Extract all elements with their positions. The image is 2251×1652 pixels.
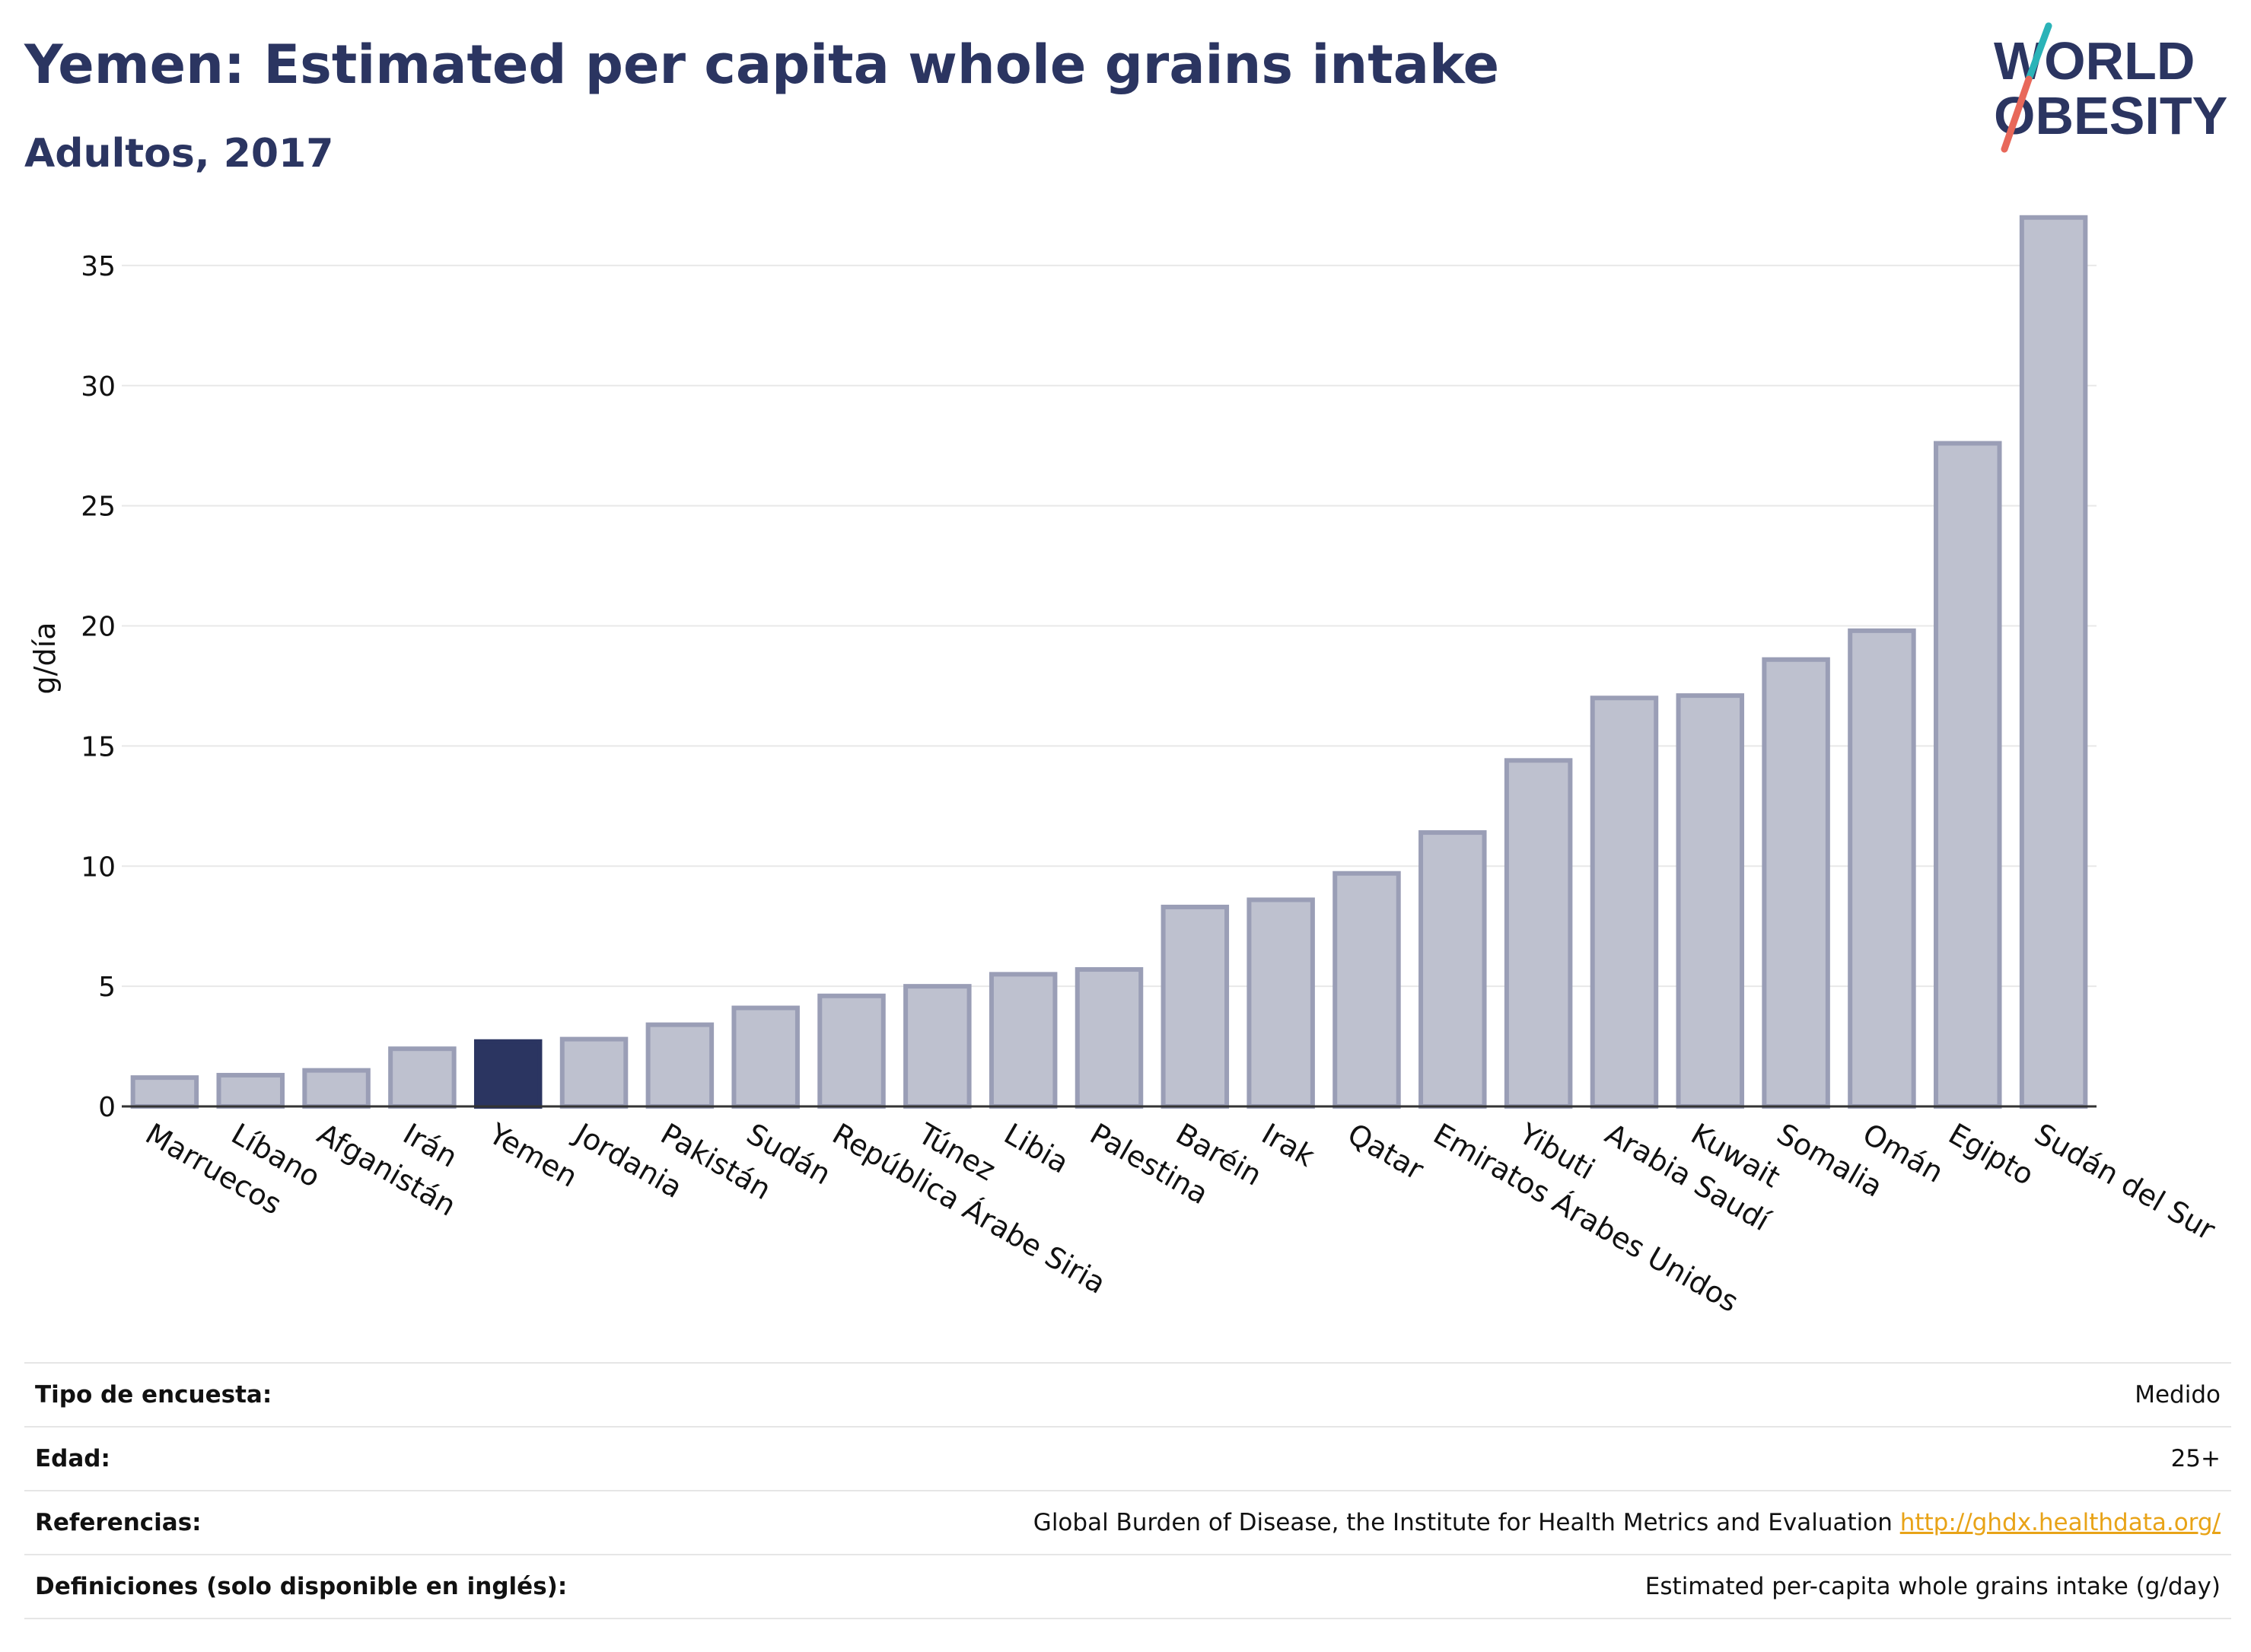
y-tick-label: 30 [81, 371, 116, 403]
bar-irán [388, 1046, 457, 1109]
x-tick-label: Libia [998, 1117, 1075, 1180]
x-tick-label: Qatar [1342, 1117, 1429, 1187]
y-tick-label: 25 [81, 492, 116, 523]
bar-túnez [903, 984, 972, 1109]
y-tick-label: 5 [98, 972, 116, 1003]
bar-yemen [473, 1039, 543, 1109]
bar-jordania [559, 1036, 629, 1109]
metadata-row: Referencias: Global Burden of Disease, th… [24, 1490, 2231, 1555]
y-tick-label: 15 [81, 731, 116, 762]
metadata-label: Tipo de encuesta: [24, 1362, 718, 1428]
metadata-row: Tipo de encuesta: Medido [24, 1362, 2231, 1428]
bar-palestina [1075, 967, 1144, 1109]
bar-yibuti [1504, 758, 1573, 1109]
metadata-table: Tipo de encuesta: Medido Edad: 25+ Referenci… [24, 1362, 2231, 1619]
y-tick-label: 0 [98, 1092, 116, 1123]
bar-república-árabe-siria [817, 993, 886, 1109]
metadata-label: Referencias: [24, 1490, 718, 1555]
world-obesity-logo: WORLD OBESITY [1994, 22, 2227, 153]
bar-qatar [1332, 871, 1401, 1109]
bars [130, 215, 2088, 1109]
y-tick-label: 10 [81, 851, 116, 883]
reference-link[interactable]: http://ghdx.healthdata.org/ [1899, 1509, 2221, 1536]
x-tick-label: Yemen [482, 1116, 583, 1194]
logo-slash-top-icon [2025, 22, 2052, 83]
metadata-value: Medido [717, 1362, 2231, 1428]
metadata-row: Edad: 25+ [24, 1426, 2231, 1491]
metadata-label: Definiciones (solo disponible en inglés)… [24, 1554, 718, 1619]
bar-baréin [1161, 904, 1230, 1109]
logo-slash-bottom-icon [2001, 75, 2033, 153]
bar-afganistán [302, 1068, 371, 1109]
y-tick-labels: 0 5 10 15 20 25 30 35 [81, 251, 116, 1123]
bar-kuwait [1676, 693, 1745, 1109]
metadata-value: 25+ [717, 1426, 2231, 1491]
y-axis-label: g/día [28, 622, 62, 695]
bar-libia [989, 972, 1058, 1109]
page-subtitle: Adultos, 2017 [24, 131, 334, 177]
bar-pakistán [645, 1022, 715, 1109]
metadata-row: Definiciones (solo disponible en inglés)… [24, 1554, 2231, 1619]
page-title: Yemen: Estimated per capita whole grains… [24, 33, 1500, 96]
metadata-label: Edad: [24, 1426, 718, 1491]
bar-sudán [731, 1005, 800, 1109]
logo-line-2: OBESITY [1994, 86, 2227, 145]
bar-omán [1848, 628, 1916, 1109]
y-tick-label: 35 [81, 251, 116, 282]
bar-egipto [1934, 441, 2002, 1109]
x-tick-label: Sudán del Sur [2029, 1117, 2221, 1247]
bar-emiratos-árabes-unidos [1418, 830, 1487, 1109]
metadata-value: Global Burden of Disease, the Institute … [717, 1490, 2231, 1555]
bar-somalia [1762, 657, 1830, 1109]
bar-marruecos [130, 1075, 199, 1109]
bar-arabia-saudí [1590, 695, 1659, 1109]
bar-líbano [216, 1072, 285, 1109]
bar-chart: 0 5 10 15 20 25 30 35 MarruecosLíbanoAfganistán… [28, 215, 2221, 1319]
y-tick-label: 20 [81, 612, 116, 643]
x-tick-label: Egipto [1943, 1117, 2039, 1192]
bar-irak [1246, 897, 1315, 1109]
metadata-value: Estimated per-capita whole grains intake… [717, 1554, 2231, 1619]
bar-sudán-del-sur [2019, 215, 2088, 1109]
